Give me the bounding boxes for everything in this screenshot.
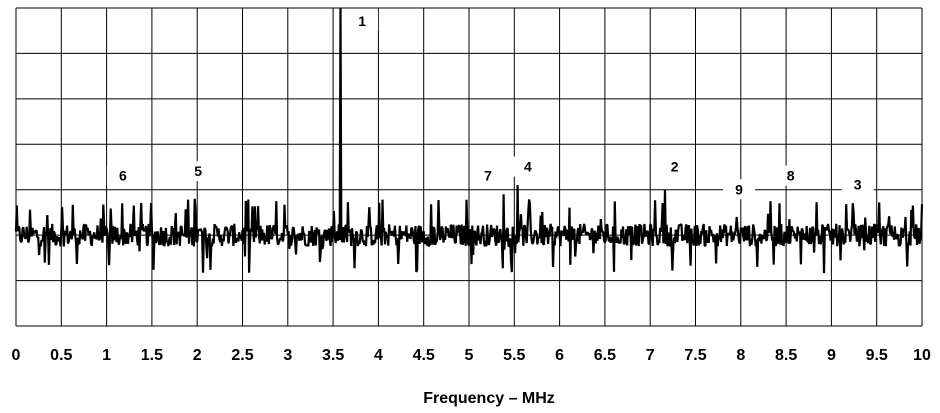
marker-label: 4 xyxy=(524,159,532,175)
marker-label-bg xyxy=(722,179,755,200)
marker-label-bg xyxy=(774,165,807,186)
x-tick-label: 8.5 xyxy=(775,347,797,364)
x-tick-label: 7.5 xyxy=(684,347,706,364)
x-tick-label: 1.5 xyxy=(141,347,163,364)
marker-label: 7 xyxy=(484,168,492,184)
x-tick-label: 4.5 xyxy=(413,347,435,364)
x-tick-label: 2 xyxy=(193,347,202,364)
x-tick-label: 5 xyxy=(465,347,474,364)
marker-label-bg xyxy=(182,161,215,182)
marker-label: 2 xyxy=(671,159,679,175)
marker-label-bg xyxy=(658,156,691,177)
marker-label: 9 xyxy=(735,181,743,197)
x-tick-label: 9 xyxy=(827,347,836,364)
x-axis-title: Frequency – MHz xyxy=(423,390,555,407)
marker-label: 8 xyxy=(787,168,795,184)
x-tick-label: 3 xyxy=(283,347,292,364)
x-tick-label: 8 xyxy=(736,347,745,364)
marker-label: 5 xyxy=(194,163,202,179)
plot-grid xyxy=(15,7,923,327)
marker-label-bg xyxy=(346,11,379,32)
marker-labels: 1 2 3 4 5 6 7 8 9 xyxy=(119,13,862,197)
marker-label: 1 xyxy=(358,13,366,29)
x-tick-label: 1 xyxy=(102,347,111,364)
x-tick-label: 0.5 xyxy=(50,347,72,364)
x-tick-label: 7 xyxy=(646,347,655,364)
spectrum-trace xyxy=(14,7,924,274)
x-tick-label: 5.5 xyxy=(503,347,525,364)
x-tick-label: 2.5 xyxy=(231,347,253,364)
marker-label-bg xyxy=(841,174,874,195)
x-tick-label: 6 xyxy=(555,347,564,364)
x-tick-label: 4 xyxy=(374,347,383,364)
marker-label-bg xyxy=(472,165,505,186)
marker-label-backgrounds xyxy=(106,11,874,200)
marker-label-bg xyxy=(106,165,139,186)
marker-label-bg xyxy=(511,156,544,177)
marker-label: 6 xyxy=(119,168,127,184)
x-tick-label: 10 xyxy=(913,347,931,364)
x-axis-tick-labels: 0 0.5 1 1.5 2 2.5 3 3.5 4 4.5 5 5.5 6 6.5 7 7.5 8 8.5 9 9.5… xyxy=(12,347,931,364)
x-tick-label: 6.5 xyxy=(594,347,616,364)
x-tick-label: 0 xyxy=(12,347,21,364)
x-tick-label: 3.5 xyxy=(322,347,344,364)
marker-label: 3 xyxy=(854,177,862,193)
x-tick-label: 9.5 xyxy=(866,347,888,364)
